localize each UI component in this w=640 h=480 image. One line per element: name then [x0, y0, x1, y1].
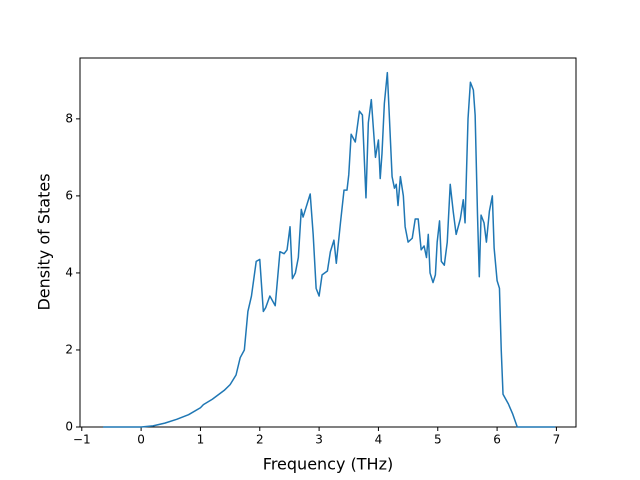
y-tick-label: 4: [65, 265, 73, 279]
x-tick-label: 3: [315, 433, 323, 447]
x-tick-label: 2: [256, 433, 264, 447]
y-tick-label: 8: [65, 111, 73, 125]
y-tick-label: 6: [65, 188, 73, 202]
y-tick-label: 2: [65, 342, 73, 356]
x-tick-label: −1: [73, 433, 91, 447]
plot-frame: [79, 57, 577, 428]
line: [103, 71, 556, 428]
x-tick-label: 1: [197, 433, 205, 447]
x-tick-label: 5: [434, 433, 442, 447]
x-tick-label: 4: [375, 433, 383, 447]
x-tick-label: 0: [137, 433, 145, 447]
y-tick-label: 0: [65, 420, 73, 434]
x-axis-label: Frequency (THz): [263, 455, 393, 474]
x-tick-label: 7: [553, 433, 561, 447]
y-axis-label: Density of States: [35, 173, 54, 310]
x-tick-label: 6: [493, 433, 501, 447]
